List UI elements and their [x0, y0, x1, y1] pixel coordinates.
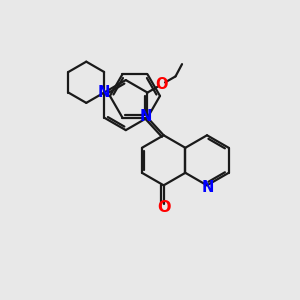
Text: N: N	[140, 109, 152, 124]
Text: N: N	[202, 180, 214, 195]
Text: O: O	[155, 77, 168, 92]
Text: O: O	[157, 200, 170, 215]
Text: N: N	[98, 85, 110, 100]
